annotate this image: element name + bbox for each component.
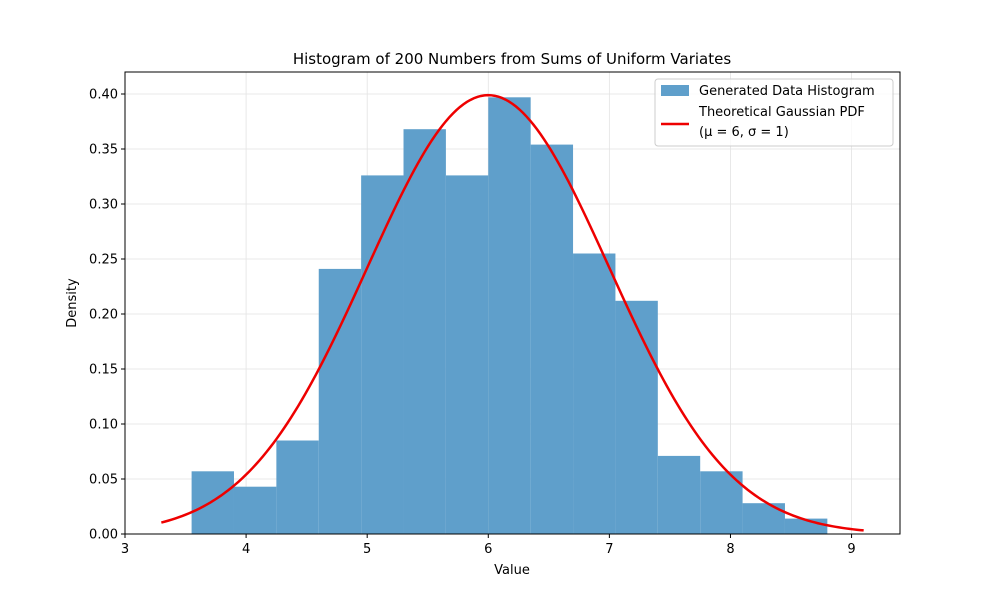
gaussian-curve-layer [161,93,864,532]
x-tick-label-0: 3 [121,542,129,557]
histogram-bar-10 [615,300,658,534]
histogram-bar-12 [700,471,743,534]
y-tick-label-6: 0.30 [89,198,118,213]
legend-box [654,78,894,147]
legend-curve-label-line1: Theoretical Gaussian PDF [698,105,865,120]
histogram-bar-9 [573,253,616,534]
x-tick-label-4: 7 [605,542,613,557]
y-tick-label-7: 0.35 [89,143,118,158]
histogram-bar-5 [403,129,446,534]
histogram-bars [191,97,828,535]
histogram-bar-6 [445,175,489,534]
y-tick-label-1: 0.05 [89,473,118,488]
histogram-bar-3 [318,268,362,534]
histogram-bar-11 [657,455,701,534]
x-tick-label-6: 9 [847,542,855,557]
y-tick-label-5: 0.25 [89,253,118,268]
y-tick-label-2: 0.10 [89,418,118,433]
gaussian-pdf-curve [161,93,864,532]
x-tick-label-1: 4 [242,542,250,557]
histogram-bar-8 [530,144,574,534]
y-axis: 0.00 0.05 0.10 0.15 0.20 0.25 0.30 0.35 0.40 [89,88,125,543]
histogram-bar-1 [233,486,277,534]
legend-histogram-label: Generated Data Histogram [699,84,875,99]
y-tick-label-4: 0.20 [89,308,118,323]
chart-title: Histogram of 200 Numbers from Sums of Un… [293,50,731,68]
x-axis: 3 4 5 6 7 8 9 [121,534,856,557]
legend-curve-label-line2: (μ = 6, σ = 1) [699,125,789,140]
histogram-bar-4 [361,175,404,534]
histogram-bar-0 [191,471,234,534]
histogram-bar-2 [276,440,319,534]
x-tick-label-3: 6 [484,542,492,557]
y-tick-label-3: 0.15 [89,363,118,378]
histogram-bar-7 [488,97,531,535]
x-axis-label: Value [494,563,530,578]
legend: Generated Data Histogram Theoretical Gau… [654,78,894,147]
plot-frame [124,71,901,535]
x-tick-label-5: 8 [726,542,734,557]
y-axis-label: Density [65,278,80,328]
y-tick-label-0: 0.00 [89,528,118,543]
legend-histogram-swatch [661,85,689,96]
y-tick-label-8: 0.40 [89,88,118,103]
x-tick-label-2: 5 [363,542,371,557]
